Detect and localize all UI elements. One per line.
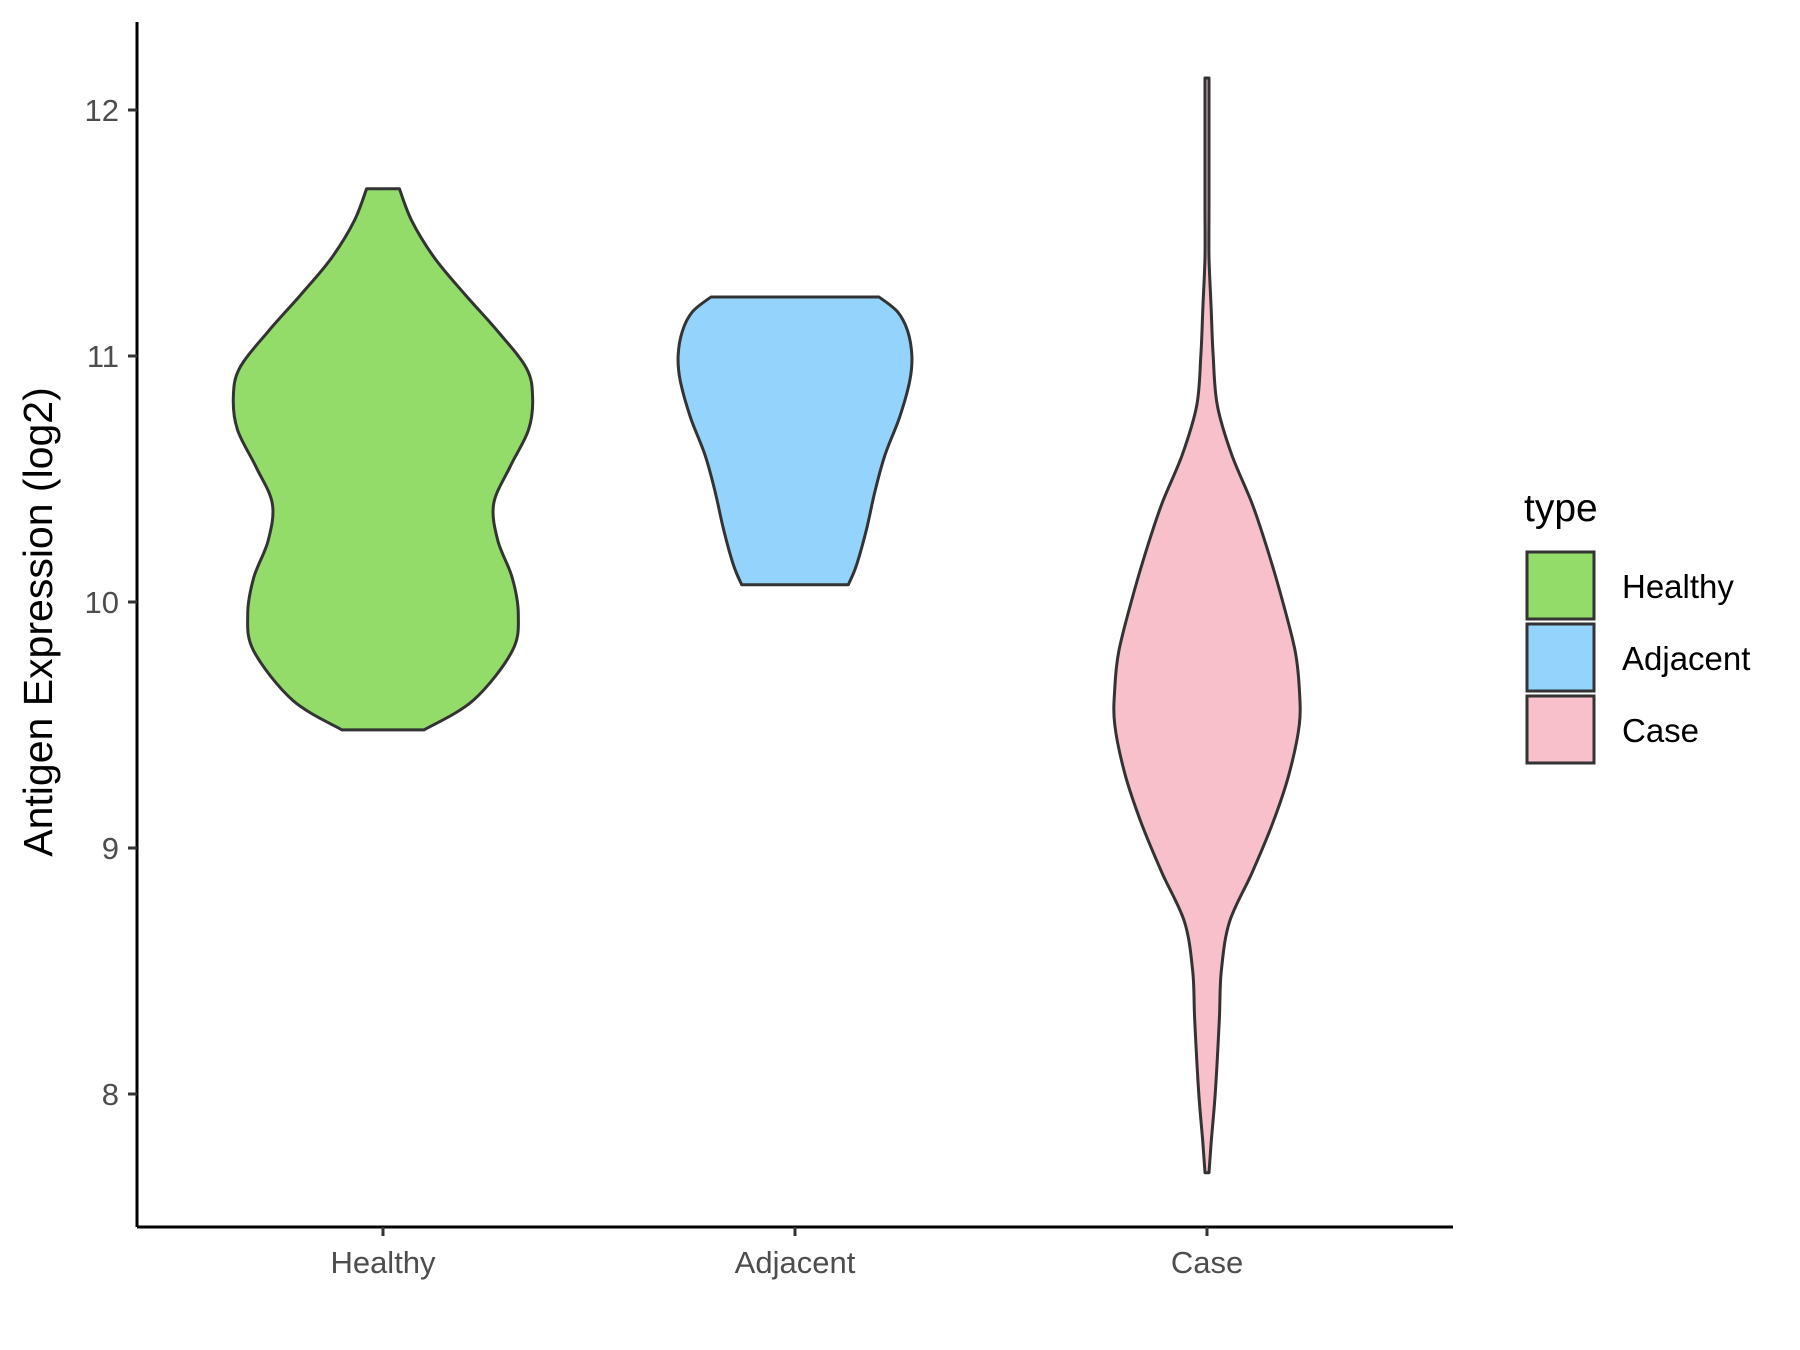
y-tick-label-10: 10 xyxy=(85,585,119,620)
legend-swatch-adjacent xyxy=(1525,622,1596,693)
violin-adjacent xyxy=(676,295,914,587)
legend-swatch-healthy xyxy=(1525,550,1596,621)
violin-healthy xyxy=(231,187,535,732)
x-tick-label-case: Case xyxy=(1171,1245,1243,1280)
x-ticks: Healthy Adjacent Case xyxy=(330,1227,1243,1280)
y-tick-label-11: 11 xyxy=(87,339,119,374)
legend-label-healthy: Healthy xyxy=(1622,568,1734,605)
y-axis-title: Antigen Expression (log2) xyxy=(15,387,61,856)
y-tick-label-9: 9 xyxy=(102,831,119,866)
x-tick-label-healthy: Healthy xyxy=(330,1245,436,1280)
legend: type Healthy Adjacent Case xyxy=(1524,487,1750,765)
legend-label-adjacent: Adjacent xyxy=(1622,640,1750,677)
y-tick-label-8: 8 xyxy=(102,1077,119,1112)
x-tick-label-adjacent: Adjacent xyxy=(735,1245,856,1280)
violin-case xyxy=(1112,76,1302,1175)
legend-swatch-case xyxy=(1525,694,1596,765)
y-tick-label-12: 12 xyxy=(85,93,119,128)
violins-layer xyxy=(231,76,1302,1175)
legend-label-case: Case xyxy=(1622,712,1699,749)
y-ticks: 8 9 10 11 12 xyxy=(85,93,137,1112)
legend-title: type xyxy=(1524,487,1598,530)
